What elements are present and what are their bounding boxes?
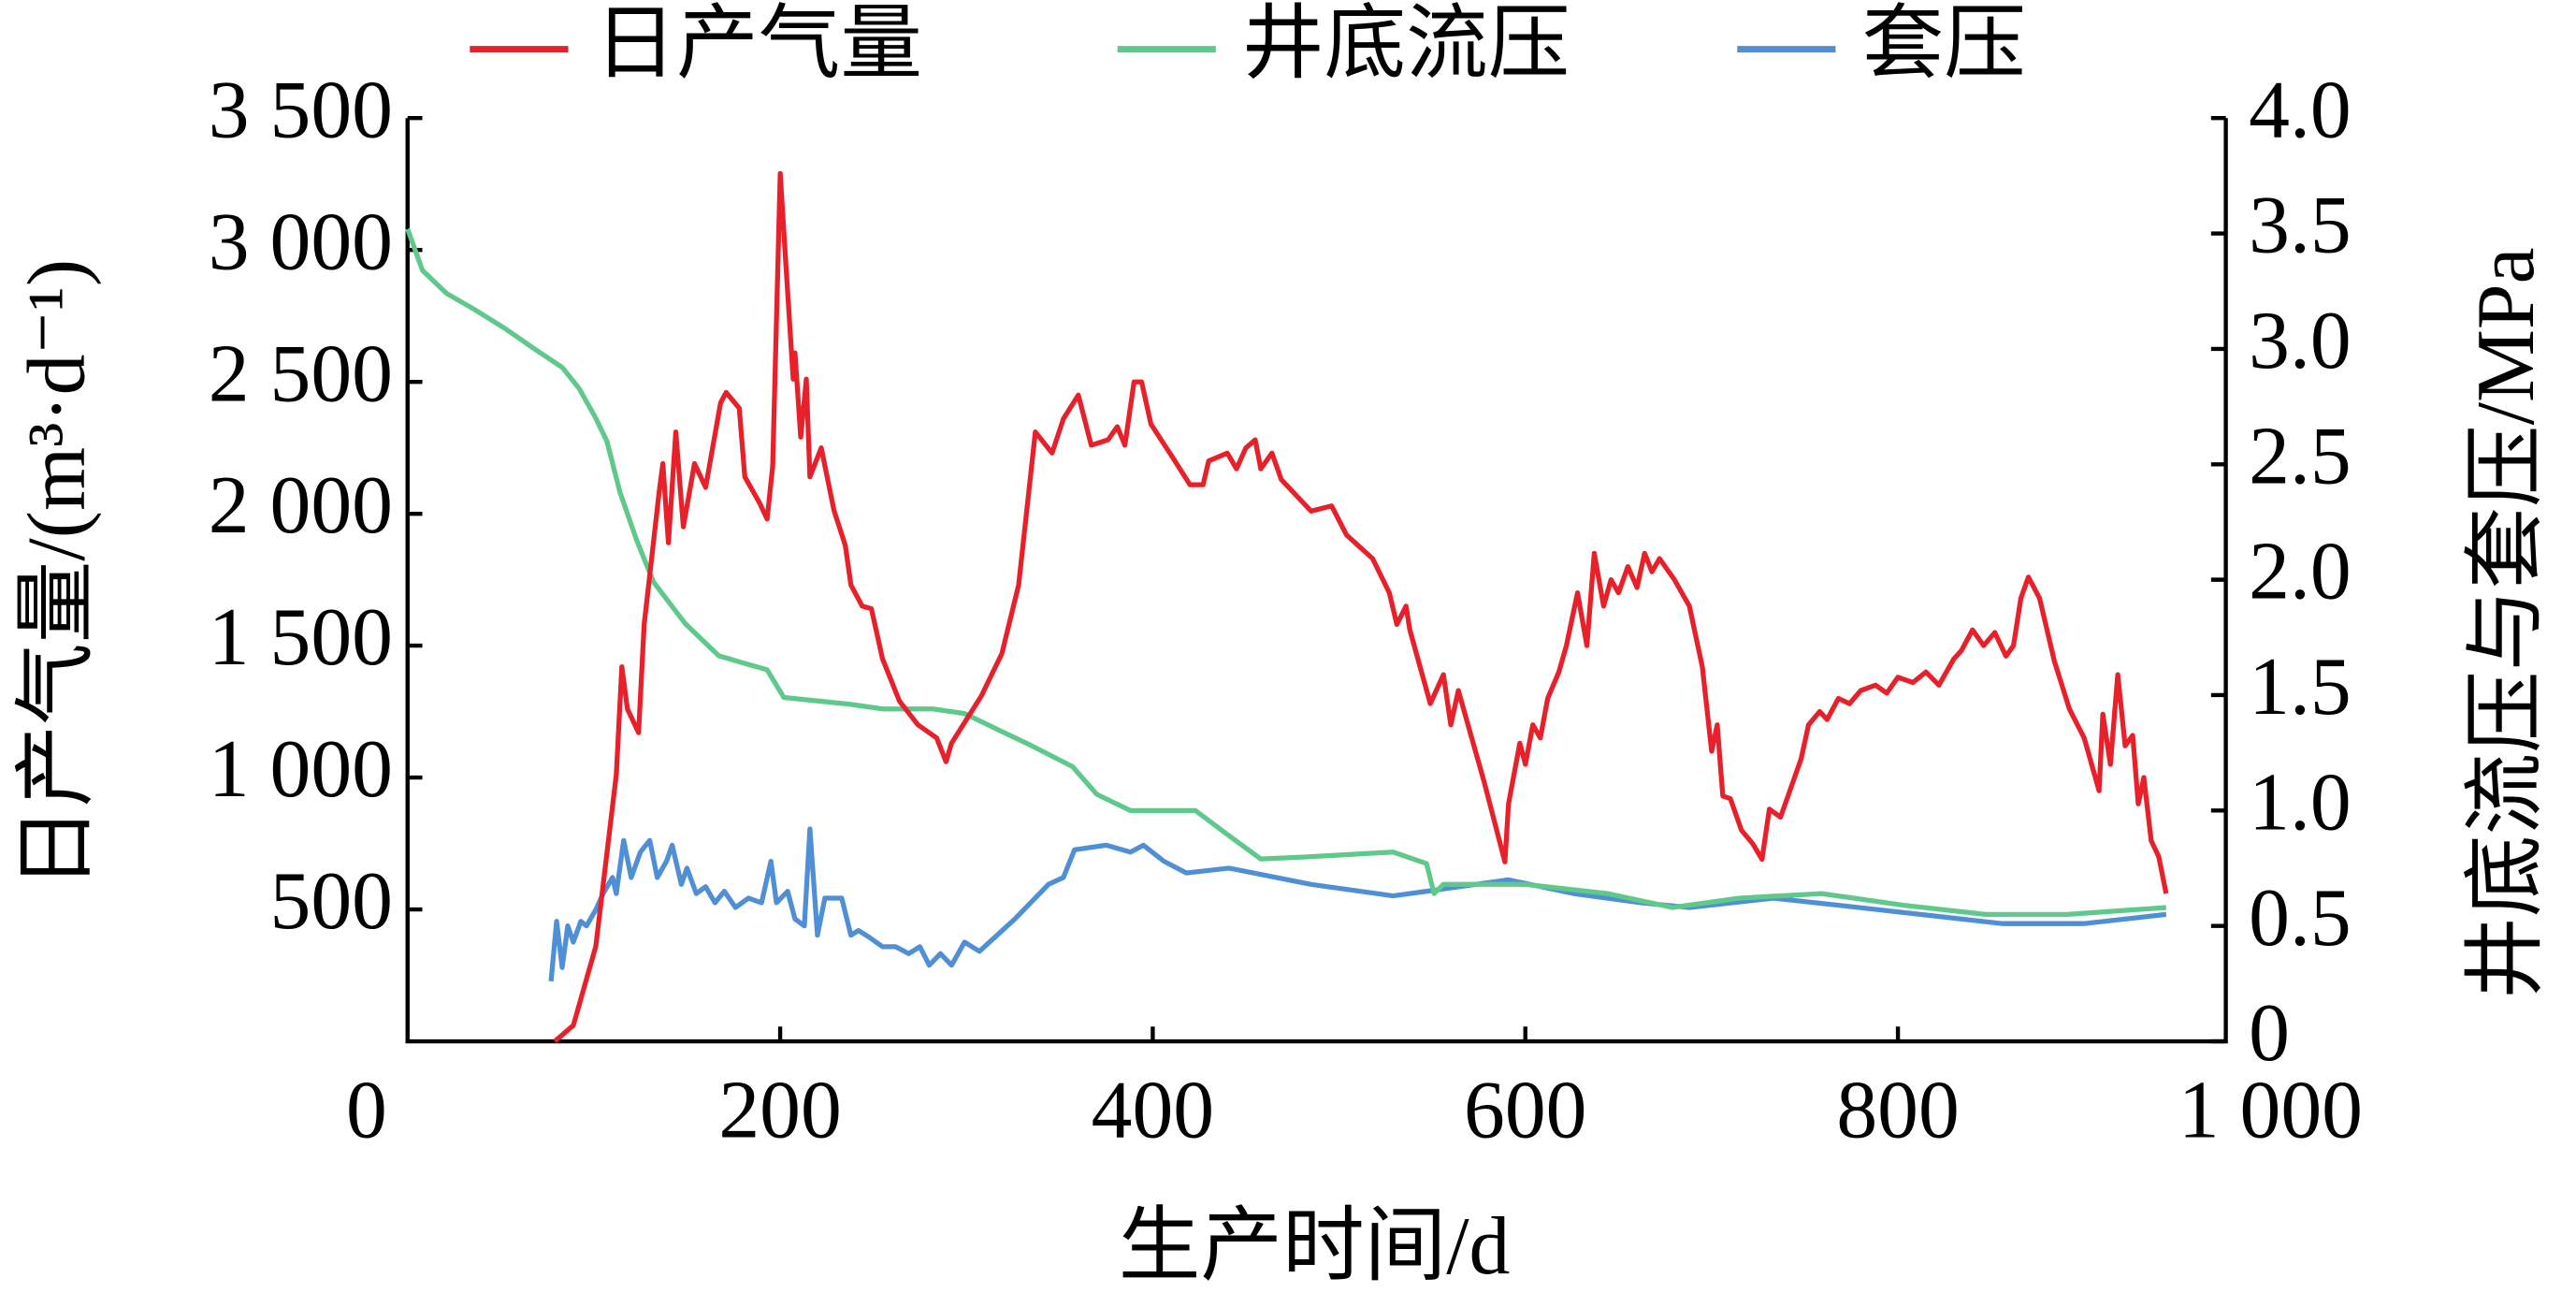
x-tick-label: 400: [1092, 1065, 1214, 1155]
y-tick-label: 2 000: [209, 459, 393, 550]
y2-tick-label: 2.0: [2249, 526, 2352, 617]
y-axis-label: 日产气量/(m³·d⁻¹): [11, 259, 102, 889]
y2-tick-label: 3.5: [2249, 180, 2352, 270]
y-tick-label: 1 500: [209, 591, 393, 682]
x-tick-label: 200: [718, 1065, 841, 1155]
series-line: [405, 227, 2166, 918]
y2-tick-label: 4.0: [2249, 64, 2352, 154]
series-line: [553, 170, 2169, 1044]
x-tick-label: 600: [1464, 1065, 1586, 1155]
x-axis-label: 生产时间/d: [1119, 1200, 1511, 1291]
series-line: [548, 826, 2167, 982]
legend-label: 井底流压: [1242, 0, 1570, 89]
x-tick-label: 0: [346, 1065, 387, 1155]
y-tick-label: 500: [270, 855, 393, 946]
y2-tick-label: 2.5: [2249, 410, 2352, 501]
legend-label: 日产气量: [595, 0, 923, 89]
y-tick-label: 3 000: [209, 196, 393, 286]
y-tick-label: 1 000: [209, 723, 393, 814]
y2-tick-label: 0: [2249, 987, 2290, 1078]
y2-tick-label: 0.5: [2249, 872, 2352, 963]
legend-label: 套压: [1861, 0, 2025, 89]
y2-tick-label: 1.5: [2249, 641, 2352, 732]
y2-axis-label: 井底流压与套压/MPa: [2460, 247, 2551, 998]
y-tick-label: 2 500: [209, 327, 393, 418]
x-tick-label: 1 000: [2178, 1065, 2363, 1155]
axis-frame: [405, 118, 2228, 1044]
x-tick-label: 800: [1836, 1065, 1959, 1155]
y2-tick-label: 1.0: [2249, 756, 2352, 847]
y2-tick-label: 3.0: [2249, 295, 2352, 385]
y-tick-label: 3 500: [209, 64, 393, 154]
